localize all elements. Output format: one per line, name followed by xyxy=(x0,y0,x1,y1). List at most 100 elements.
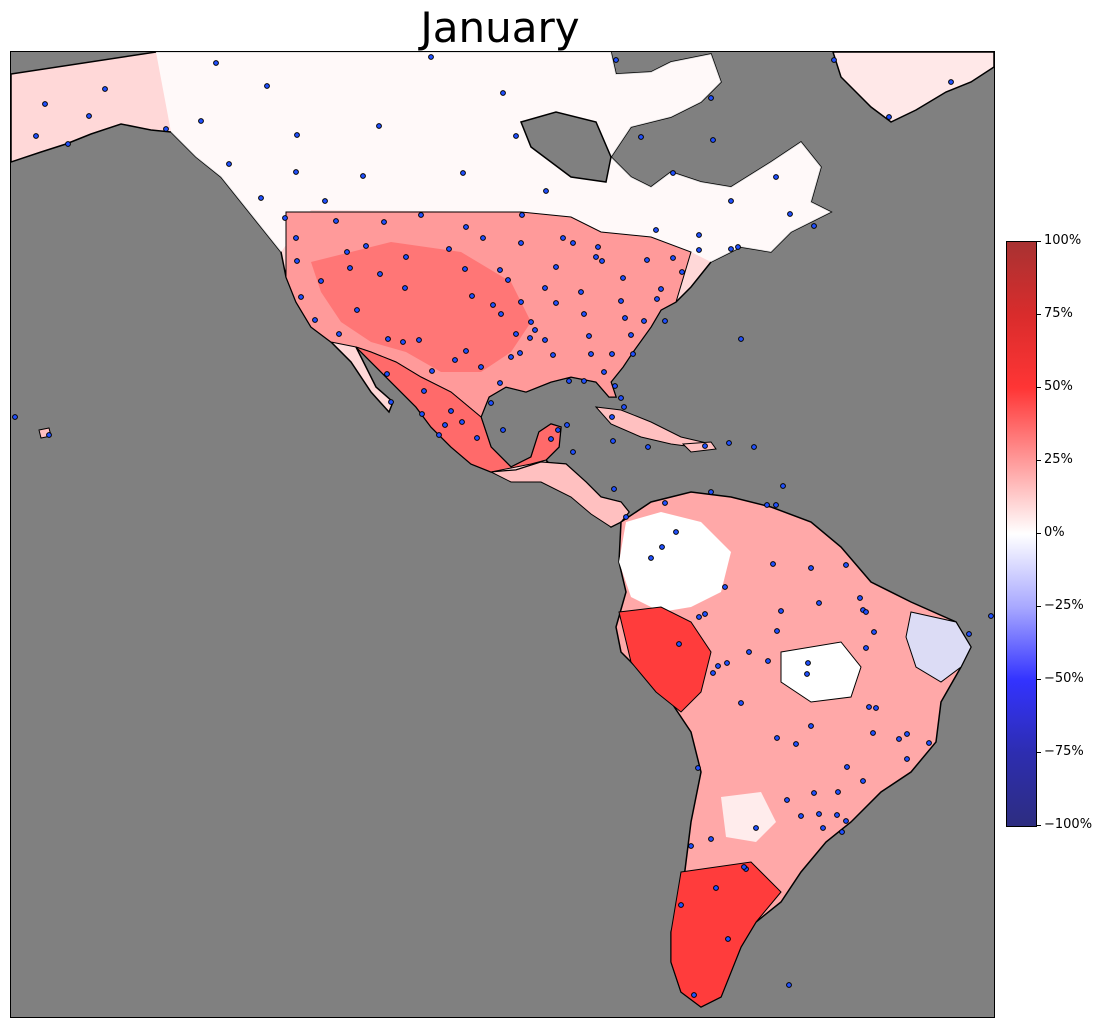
station-marker xyxy=(360,173,366,179)
station-marker xyxy=(804,671,810,677)
colorbar-tick-label: −100% xyxy=(1044,817,1093,832)
station-marker xyxy=(871,629,877,635)
station-marker xyxy=(808,565,814,571)
station-marker xyxy=(863,645,869,651)
colorbar-tick-label: 100% xyxy=(1044,233,1082,248)
station-marker xyxy=(746,649,752,655)
station-marker xyxy=(198,118,204,124)
station-marker xyxy=(442,422,448,428)
station-marker xyxy=(497,267,503,273)
station-marker xyxy=(490,302,496,308)
station-marker xyxy=(784,797,790,803)
station-marker xyxy=(713,885,719,891)
station-marker xyxy=(298,294,304,300)
station-marker xyxy=(710,670,716,676)
station-marker xyxy=(645,444,651,450)
station-marker xyxy=(678,902,684,908)
station-marker xyxy=(163,126,169,132)
station-marker xyxy=(835,789,841,795)
station-marker xyxy=(621,404,627,410)
station-marker xyxy=(528,319,534,325)
station-marker xyxy=(710,137,716,143)
station-marker xyxy=(480,235,486,241)
station-marker xyxy=(500,427,506,433)
station-marker xyxy=(282,215,288,221)
station-marker xyxy=(463,224,469,230)
station-marker xyxy=(527,335,533,341)
station-marker xyxy=(708,489,714,495)
station-marker xyxy=(474,435,480,441)
station-marker xyxy=(658,286,664,292)
station-marker xyxy=(735,244,741,250)
station-marker xyxy=(42,101,48,107)
station-marker xyxy=(612,383,618,389)
station-marker xyxy=(294,132,300,138)
hudson-bay xyxy=(519,111,612,183)
station-marker xyxy=(599,258,605,264)
station-marker xyxy=(770,561,776,567)
station-marker xyxy=(618,298,624,304)
station-marker xyxy=(459,419,465,425)
station-marker xyxy=(738,336,744,342)
station-marker xyxy=(312,317,318,323)
peru-region xyxy=(618,606,712,713)
station-marker xyxy=(419,411,425,417)
colorbar-tick xyxy=(1036,314,1041,315)
station-marker xyxy=(780,483,786,489)
station-marker xyxy=(564,422,570,428)
station-marker xyxy=(662,318,668,324)
colorbar-tick-label: −50% xyxy=(1044,671,1084,686)
station-marker xyxy=(363,243,369,249)
station-marker xyxy=(816,600,822,606)
station-marker xyxy=(377,271,383,277)
station-marker xyxy=(816,811,822,817)
station-marker xyxy=(508,354,514,360)
hispaniola-island xyxy=(681,441,717,453)
station-marker xyxy=(513,331,519,337)
station-marker xyxy=(831,57,837,63)
station-marker xyxy=(741,864,747,870)
station-marker xyxy=(478,364,484,370)
station-marker xyxy=(654,296,660,302)
station-marker xyxy=(860,778,866,784)
station-marker xyxy=(644,257,650,263)
canada-region xyxy=(156,52,831,262)
station-marker xyxy=(653,227,659,233)
station-marker xyxy=(469,293,475,299)
colorbar-tick-label: −75% xyxy=(1044,744,1084,759)
colorbar-tick xyxy=(1036,387,1041,388)
station-marker xyxy=(294,258,300,264)
station-marker xyxy=(429,368,435,374)
weather-stations xyxy=(12,54,994,998)
station-marker xyxy=(601,369,607,375)
station-marker xyxy=(550,352,556,358)
station-marker xyxy=(416,337,422,343)
colorbar-tick xyxy=(1036,825,1041,826)
station-marker xyxy=(213,60,219,66)
map-canvas xyxy=(11,52,994,1017)
map-title: January xyxy=(420,3,580,52)
station-marker xyxy=(728,198,734,204)
station-marker xyxy=(344,249,350,255)
colorbar-tick xyxy=(1036,752,1041,753)
station-marker xyxy=(708,95,714,101)
station-marker xyxy=(844,764,850,770)
station-marker xyxy=(542,285,548,291)
station-marker xyxy=(870,730,876,736)
station-marker xyxy=(226,161,232,167)
station-marker xyxy=(793,741,799,747)
station-marker xyxy=(696,247,702,253)
station-marker xyxy=(336,331,342,337)
station-marker xyxy=(102,86,108,92)
station-marker xyxy=(542,337,548,343)
station-marker xyxy=(702,443,708,449)
station-marker xyxy=(886,114,892,120)
station-marker xyxy=(428,54,434,60)
argentina-neutral-region xyxy=(721,792,776,842)
station-marker xyxy=(421,388,427,394)
station-marker xyxy=(460,170,466,176)
station-marker xyxy=(593,254,599,260)
station-marker xyxy=(843,562,849,568)
station-marker xyxy=(726,440,732,446)
colorbar-tick-label: 0% xyxy=(1044,525,1065,540)
